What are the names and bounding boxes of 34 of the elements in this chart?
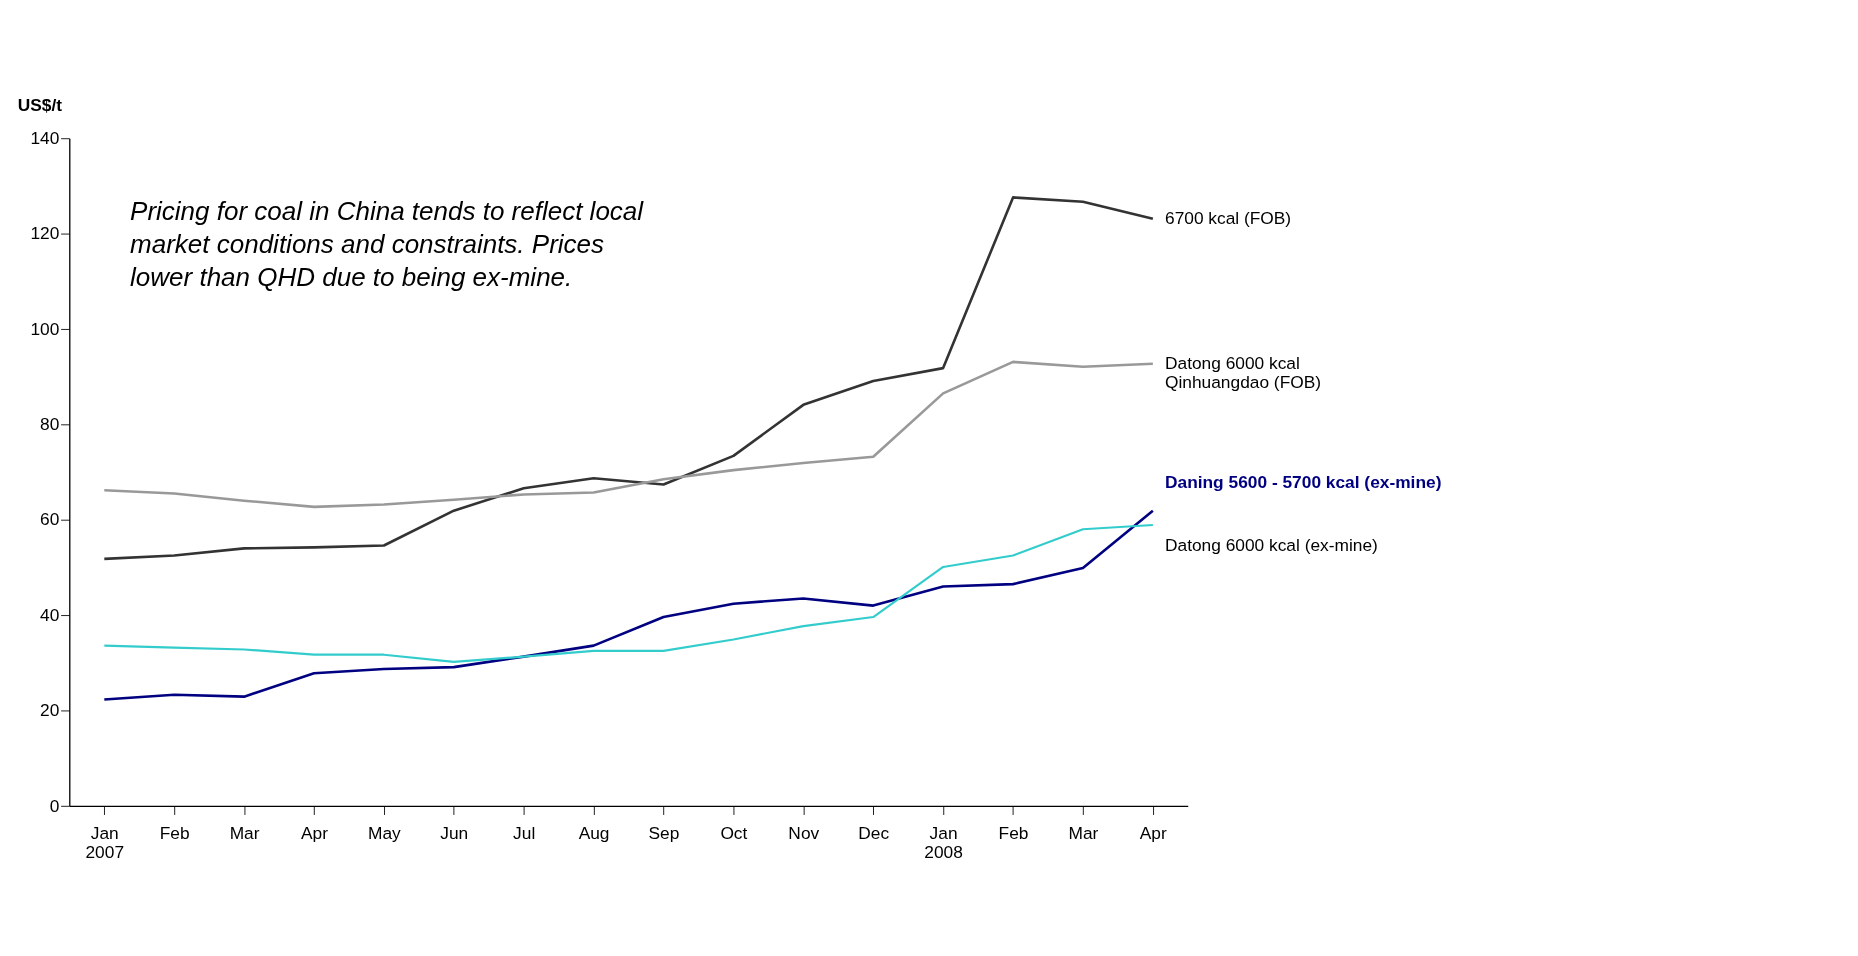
annotation: Pricing for coal in China tends to reflect local market conditions and constraints. Prices lower than QHD due to being ex-mine. (130, 195, 645, 292)
y-axis-title: US$/t (17, 94, 63, 115)
y-tick-label: 20 (40, 700, 60, 721)
y-tick-label: 0 (49, 795, 60, 816)
series-label: Daning 5600 - 5700 kcal (ex-mine) (1164, 472, 1442, 493)
x-tick-label: Jun (440, 823, 469, 844)
y-tick-label: 100 (30, 318, 60, 339)
x-tick-label: May (367, 823, 402, 844)
y-tick-label: 80 (40, 414, 60, 435)
x-tick-label: Nov (788, 823, 820, 844)
x-tick-label: Apr (300, 823, 329, 844)
x-tick-label: Jan 2007 (85, 823, 125, 863)
line-series (103, 509, 1155, 701)
x-tick-label: Jul (513, 823, 536, 844)
x-tick-label: Jan 2008 (924, 823, 963, 863)
x-tick-label: Feb (159, 823, 190, 844)
series-label: Datong 6000 kcal Qinhuangdao (FOB) (1164, 353, 1322, 393)
line-series (103, 196, 1155, 561)
x-tick-label: Feb (998, 823, 1029, 844)
x-tick-label: Mar (229, 823, 260, 844)
y-tick-label: 120 (30, 223, 60, 244)
line-series (103, 523, 1154, 663)
y-tick-label: 40 (40, 604, 60, 625)
x-tick-label: Aug (578, 823, 610, 844)
x-tick-label: Oct (720, 823, 748, 844)
series-label: Datong 6000 kcal (ex-mine) (1164, 535, 1378, 556)
x-tick-label: Mar (1068, 823, 1099, 844)
x-tick-label: Sep (648, 823, 680, 844)
series-label: 6700 kcal (FOB) (1164, 208, 1292, 229)
x-tick-label: Dec (858, 823, 890, 844)
y-tick-label: 140 (30, 127, 60, 148)
y-tick-label: 60 (40, 509, 60, 530)
x-tick-label: Apr (1139, 823, 1167, 844)
line-series (103, 360, 1155, 509)
